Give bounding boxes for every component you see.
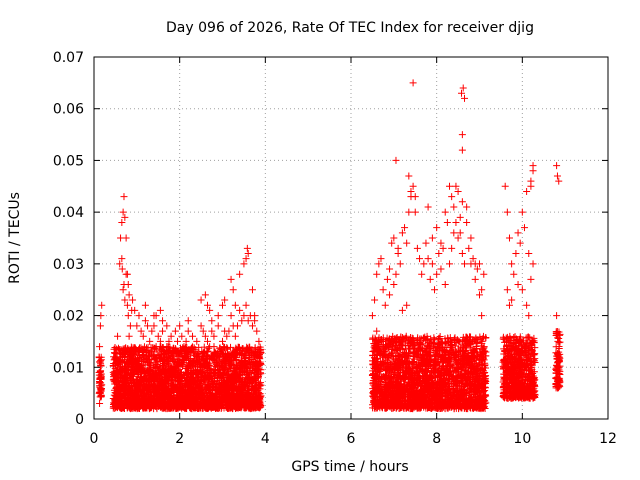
data-point-dense (96, 375, 104, 383)
data-point-dense (205, 344, 213, 352)
data-point-dense (97, 362, 105, 370)
grid-lines (94, 57, 608, 419)
data-points (95, 79, 564, 413)
data-point-dense (97, 374, 105, 382)
data-point-dense (96, 357, 104, 365)
